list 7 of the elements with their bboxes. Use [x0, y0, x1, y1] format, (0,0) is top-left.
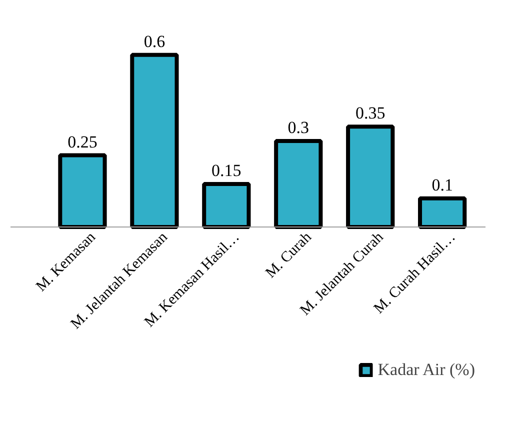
data-label: 0.1 — [432, 175, 453, 194]
data-label: 0.3 — [288, 118, 310, 137]
data-label: 0.6 — [144, 32, 166, 51]
data-label: 0.35 — [355, 104, 386, 123]
legend-label: Kadar Air (%) — [378, 360, 475, 380]
data-label: 0.15 — [212, 160, 242, 180]
data-label: 0.25 — [68, 132, 98, 152]
